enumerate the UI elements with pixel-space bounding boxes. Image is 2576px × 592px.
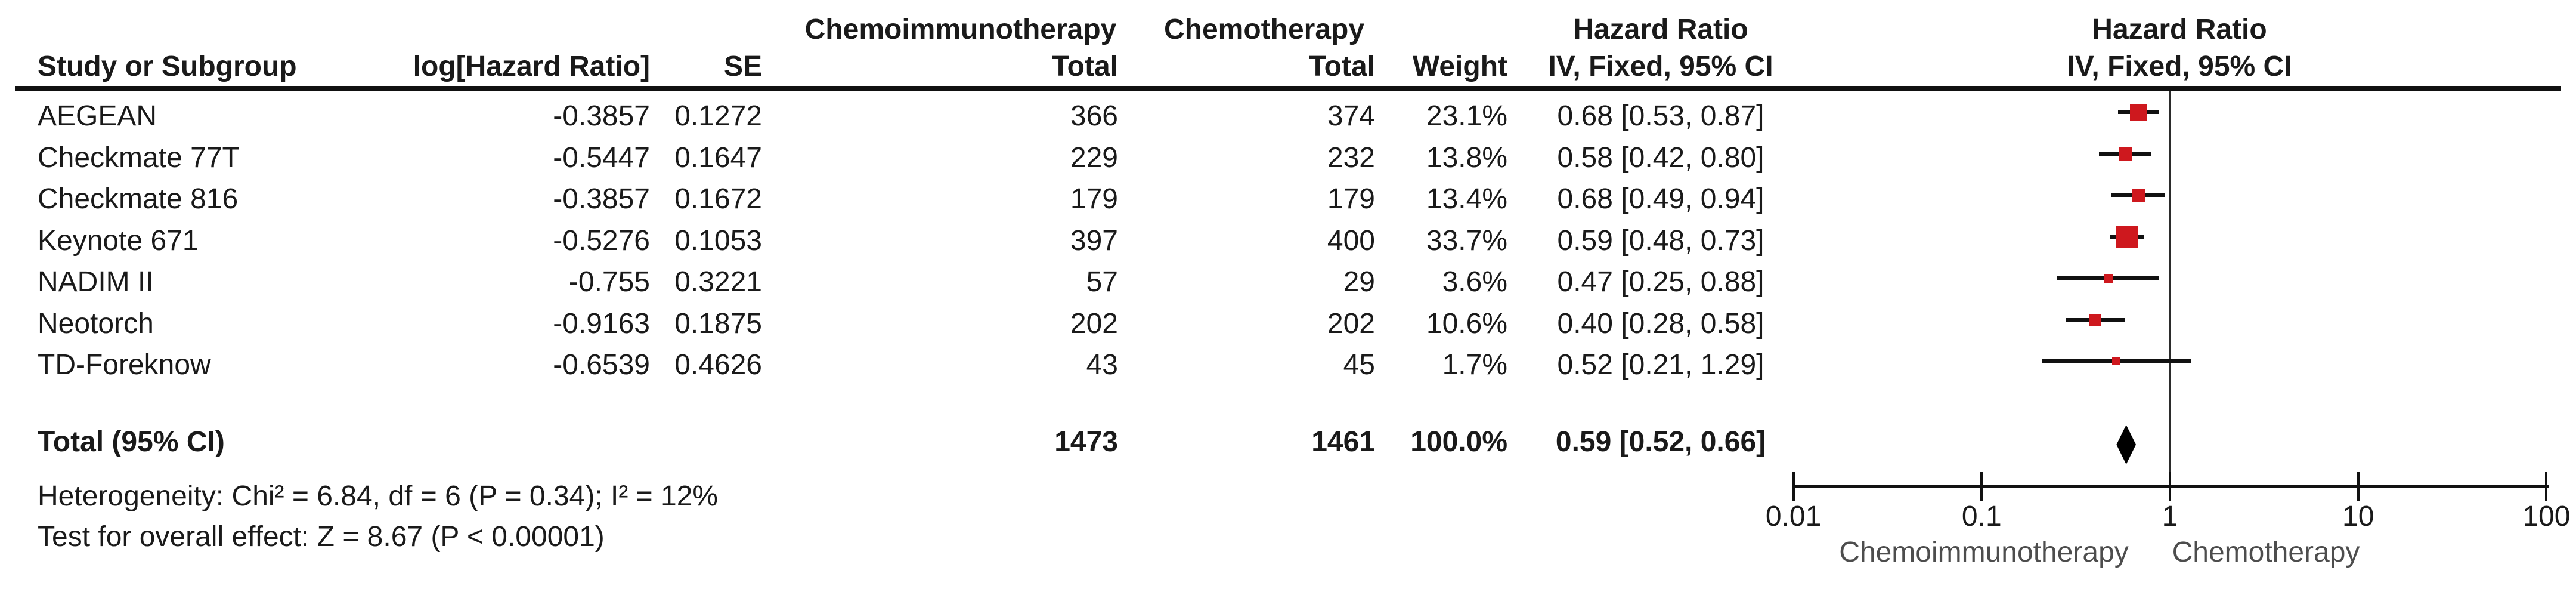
hazard-ratio-column-title: Hazard Ratio	[1573, 14, 1748, 45]
log-hazard-ratio: -0.3857	[553, 183, 650, 215]
weight-value: 10.6%	[1426, 307, 1507, 340]
treatment-total: 366	[1070, 100, 1118, 132]
standard-error: 0.3221	[674, 266, 762, 298]
log-hazard-ratio: -0.5276	[553, 224, 650, 257]
total-effect-diamond	[2116, 425, 2137, 464]
header-iv-fixed-ci-plot: IV, Fixed, 95% CI	[2067, 51, 2292, 82]
control-total: 400	[1327, 224, 1375, 257]
axis-tick	[2357, 472, 2360, 501]
null-effect-line	[2169, 91, 2171, 500]
weight-value: 13.4%	[1426, 183, 1507, 215]
control-total: 202	[1327, 307, 1375, 340]
header-total-control: Total	[1308, 51, 1375, 82]
hazard-ratio-ci: 0.40 [0.28, 0.58]	[1557, 307, 1764, 340]
header-iv-fixed-ci: IV, Fixed, 95% CI	[1548, 51, 1773, 82]
column-group-chemotherapy: Chemotherapy	[1163, 14, 1365, 45]
study-name: Neotorch	[38, 307, 154, 340]
weight-value: 23.1%	[1426, 100, 1507, 132]
control-total: 45	[1343, 349, 1375, 381]
axis-tick-label: 10	[2342, 501, 2374, 532]
treatment-total: 43	[1086, 349, 1118, 381]
effect-square	[2103, 273, 2113, 283]
axis-tick	[2545, 472, 2548, 501]
treatment-total: 57	[1086, 266, 1118, 298]
study-name: Keynote 671	[38, 224, 199, 257]
effect-square	[2132, 189, 2145, 202]
control-total: 179	[1327, 183, 1375, 215]
log-hazard-ratio: -0.3857	[553, 100, 650, 132]
control-total: 232	[1327, 141, 1375, 174]
column-group-chemoimmunotherapy: Chemoimmunotherapy	[804, 14, 1117, 45]
log-hazard-ratio: -0.6539	[553, 349, 650, 381]
x-axis-line	[1793, 485, 2549, 488]
weight-value: 33.7%	[1426, 224, 1507, 257]
treatment-total: 202	[1070, 307, 1118, 340]
axis-tick-label: 1	[2162, 501, 2178, 532]
study-name: Checkmate 77T	[38, 141, 240, 174]
hazard-ratio-ci: 0.47 [0.25, 0.88]	[1557, 266, 1764, 298]
standard-error: 0.1272	[674, 100, 762, 132]
hazard-ratio-ci: 0.58 [0.42, 0.80]	[1557, 141, 1764, 174]
hazard-ratio-plot-title: Hazard Ratio	[2092, 14, 2267, 45]
hazard-ratio-ci: 0.52 [0.21, 1.29]	[1557, 349, 1764, 381]
header-total-treatment: Total	[1051, 51, 1118, 82]
treatment-total: 397	[1070, 224, 1118, 257]
header-weight: Weight	[1412, 51, 1507, 82]
study-name: NADIM II	[38, 266, 154, 298]
axis-tick	[1980, 472, 1983, 501]
axis-tick-label: 0.1	[1961, 501, 2002, 532]
effect-square	[2112, 357, 2121, 365]
overall-effect-test: Test for overall effect: Z = 8.67 (P < 0…	[38, 521, 605, 553]
standard-error: 0.1053	[674, 224, 762, 257]
favours-left-label: Chemoimmunotherapy	[1839, 536, 2129, 568]
axis-tick-label: 0.01	[1765, 501, 1822, 532]
total-row-label: Total (95% CI)	[38, 426, 225, 458]
axis-tick	[2169, 472, 2171, 501]
total-control-count: 1461	[1311, 426, 1375, 458]
study-name: TD-Foreknow	[38, 349, 211, 381]
header-log-hazard-ratio: log[Hazard Ratio]	[413, 51, 650, 82]
study-name: AEGEAN	[38, 100, 157, 132]
header-study-or-subgroup: Study or Subgroup	[38, 51, 297, 82]
total-treatment-count: 1473	[1054, 426, 1118, 458]
standard-error: 0.4626	[674, 349, 762, 381]
effect-square	[2116, 226, 2138, 248]
heterogeneity-statistics: Heterogeneity: Chi² = 6.84, df = 6 (P = …	[38, 480, 719, 512]
hazard-ratio-ci: 0.68 [0.53, 0.87]	[1557, 100, 1764, 132]
standard-error: 0.1672	[674, 183, 762, 215]
standard-error: 0.1875	[674, 307, 762, 340]
control-total: 374	[1327, 100, 1375, 132]
effect-square	[2089, 313, 2101, 326]
treatment-total: 229	[1070, 141, 1118, 174]
favours-right-label: Chemotherapy	[2172, 536, 2360, 568]
effect-square	[2130, 104, 2147, 121]
total-ci-value: 0.59 [0.52, 0.66]	[1555, 426, 1766, 458]
effect-square	[2119, 147, 2132, 161]
axis-tick-label: 100	[2522, 501, 2571, 532]
hazard-ratio-ci: 0.59 [0.48, 0.73]	[1557, 224, 1764, 257]
hazard-ratio-ci: 0.68 [0.49, 0.94]	[1557, 183, 1764, 215]
log-hazard-ratio: -0.5447	[553, 141, 650, 174]
log-hazard-ratio: -0.9163	[553, 307, 650, 340]
weight-value: 13.8%	[1426, 141, 1507, 174]
axis-tick	[1792, 472, 1795, 501]
log-hazard-ratio: -0.755	[568, 266, 650, 298]
treatment-total: 179	[1070, 183, 1118, 215]
weight-value: 3.6%	[1442, 266, 1507, 298]
header-separator-line	[15, 86, 2561, 91]
standard-error: 0.1647	[674, 141, 762, 174]
total-weight: 100.0%	[1410, 426, 1507, 458]
study-name: Checkmate 816	[38, 183, 239, 215]
weight-value: 1.7%	[1442, 349, 1507, 381]
header-se: SE	[723, 51, 762, 82]
control-total: 29	[1343, 266, 1375, 298]
